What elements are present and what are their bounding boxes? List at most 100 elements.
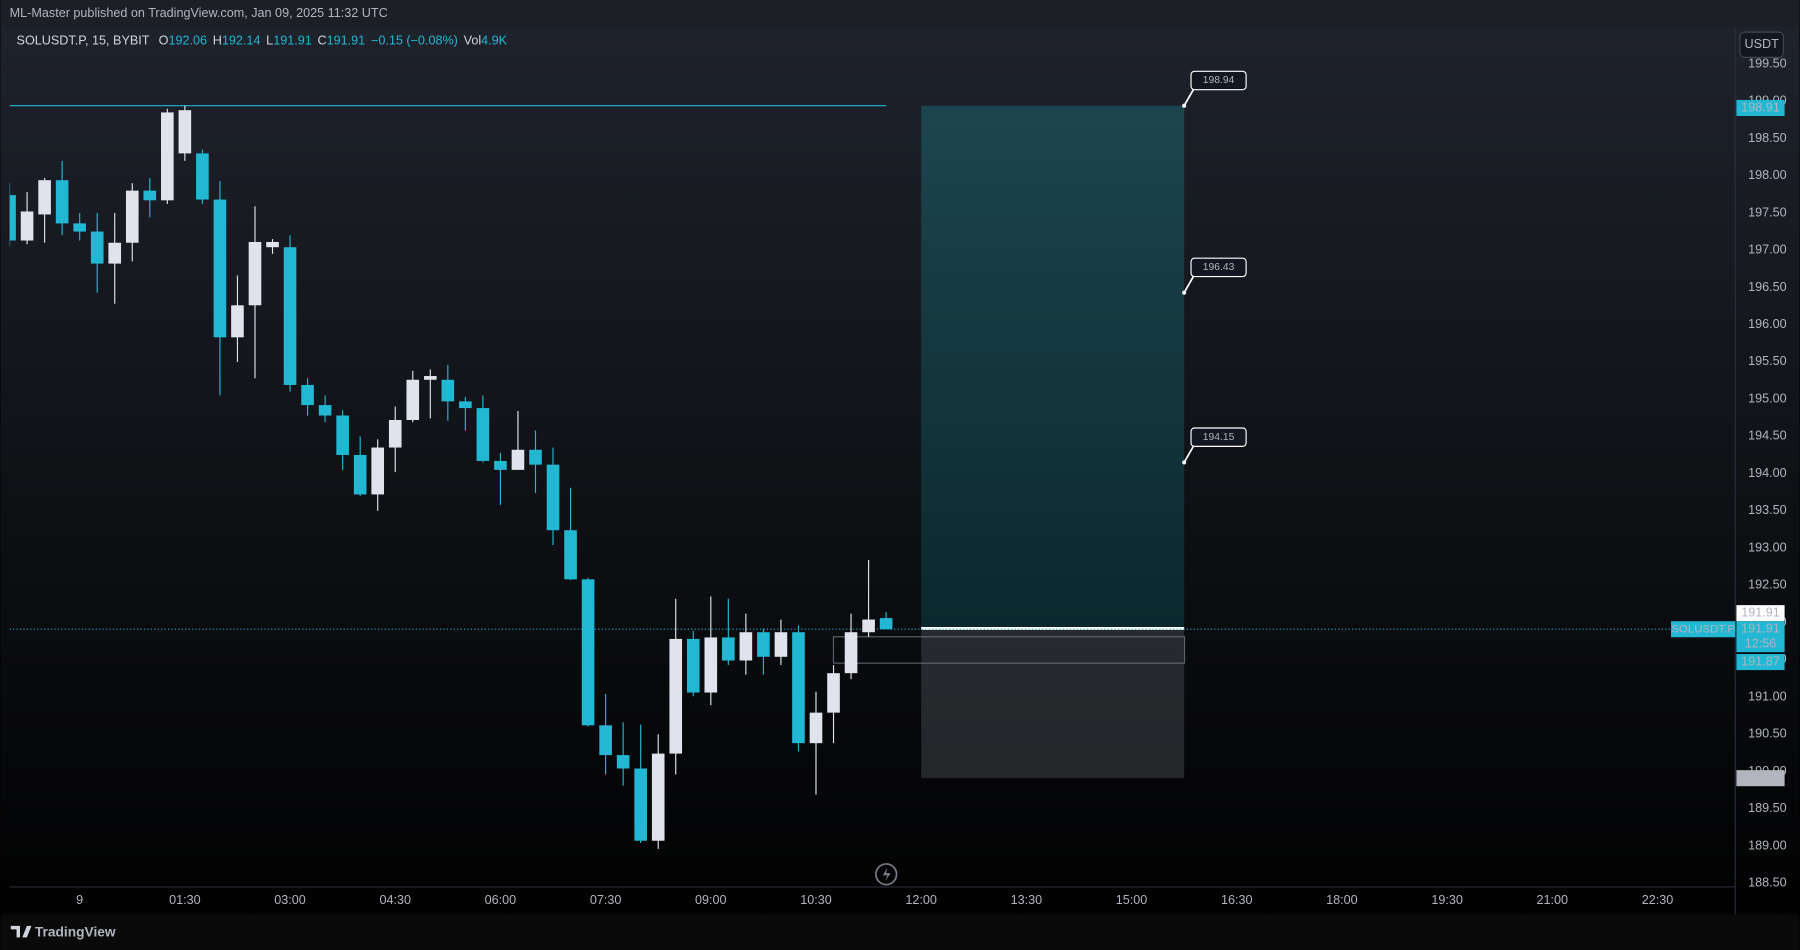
y-tick-label: 197.00 — [1748, 243, 1787, 257]
candle-body — [248, 242, 262, 306]
candle-body — [423, 376, 437, 380]
y-tick-label: 190.50 — [1748, 727, 1787, 741]
x-tick-label: 22:30 — [1642, 893, 1674, 907]
y-tick-label: 198.50 — [1748, 131, 1787, 145]
candle-body — [686, 638, 700, 693]
candle-body — [20, 211, 34, 241]
candle-body — [388, 419, 402, 448]
candle-body — [844, 632, 858, 674]
price-label-bg — [1736, 654, 1785, 671]
last-price-bg — [1736, 621, 1785, 653]
legend-high-value: 192.14 — [222, 34, 261, 48]
candle-body — [143, 190, 157, 201]
y-tick-label: 189.00 — [1748, 838, 1787, 852]
candle-body — [494, 460, 507, 470]
brand-name: TradingView — [35, 924, 116, 939]
y-tick-label: 194.00 — [1748, 466, 1787, 480]
candle-body — [616, 755, 630, 769]
candle-body — [792, 632, 805, 744]
overlay: 188.50189.00189.50190.00190.50191.00191.… — [76, 56, 1787, 907]
candle-body — [722, 637, 735, 661]
target-pointer — [1183, 276, 1195, 294]
candle-body — [634, 768, 647, 841]
countdown-label: 12:56 — [1745, 636, 1777, 650]
y-tick-label: 195.50 — [1748, 354, 1787, 368]
candle-body — [459, 401, 472, 409]
price-label-bg — [1736, 770, 1785, 787]
symbol-badge: SOLUSDT.P — [1671, 623, 1735, 635]
x-tick-label: 16:30 — [1221, 893, 1253, 907]
symbol-badge-bg — [1671, 621, 1736, 638]
x-tick-label: 19:30 — [1431, 893, 1463, 907]
y-tick-label: 188.50 — [1748, 876, 1787, 890]
candle-body — [809, 712, 823, 744]
target-callout — [1190, 427, 1247, 447]
footer-bar — [0, 914, 1800, 950]
x-tick-label: 12:00 — [905, 893, 937, 907]
candle-body — [73, 223, 86, 232]
y-tick-label: 193.50 — [1748, 503, 1787, 517]
stop-loss-zone — [921, 628, 1185, 779]
alert-icon[interactable] — [875, 863, 898, 886]
candle-body — [9, 195, 16, 241]
candle-body — [406, 379, 420, 420]
legend-low-label: L — [266, 34, 273, 48]
candle-body — [704, 637, 718, 693]
target-point — [1182, 460, 1187, 465]
candle-body — [161, 112, 174, 201]
candle-body — [739, 632, 753, 661]
legend-low-value: 191.91 — [273, 34, 312, 48]
candle-body — [599, 725, 612, 756]
target-callout-label: 198.94 — [1203, 75, 1235, 86]
candle-body — [862, 619, 875, 633]
header-title: ML-Master published on TradingView.com, … — [10, 6, 388, 20]
legend-volume-label: Vol — [464, 34, 482, 48]
x-tick-label: 09:00 — [695, 893, 727, 907]
candle-body — [353, 454, 367, 495]
candle-body — [827, 673, 840, 713]
legend-high-label: H — [213, 34, 222, 48]
price-label: 198.91 — [1741, 100, 1780, 114]
candle-body — [38, 180, 51, 215]
candle-body — [371, 447, 385, 495]
candle-body — [125, 190, 139, 243]
candle-body — [546, 464, 560, 531]
target-callout-label: 194.15 — [1203, 432, 1235, 443]
x-tick-label: 01:30 — [169, 893, 201, 907]
x-tick-label: 07:30 — [590, 893, 622, 907]
x-tick-label: 03:00 — [274, 893, 306, 907]
candle-body — [511, 449, 525, 470]
x-tick-label: 9 — [76, 893, 83, 907]
currency-button[interactable] — [1739, 31, 1785, 58]
candle-body — [441, 379, 455, 402]
x-tick-label: 04:30 — [379, 893, 411, 907]
legend-close-label: C — [318, 34, 327, 48]
target-point — [1182, 103, 1187, 108]
candle-body — [231, 305, 244, 338]
plot-area — [9, 105, 1736, 849]
price-label-bg — [1736, 99, 1785, 116]
candle-body — [178, 110, 192, 154]
target-callout-label: 196.43 — [1203, 262, 1235, 273]
y-tick-label: 193.00 — [1748, 540, 1787, 554]
price-label: 189.91 — [1741, 771, 1780, 785]
candle-body — [757, 632, 770, 657]
selection-box — [832, 636, 1186, 664]
y-tick-label: 198.00 — [1748, 168, 1787, 182]
candle-body — [581, 579, 595, 726]
candle-body — [90, 231, 104, 264]
currency-label[interactable]: USDT — [1744, 37, 1779, 51]
price-label: 191.91 — [1741, 606, 1780, 620]
candle-body — [529, 449, 542, 465]
y-tick-label: 195.00 — [1748, 391, 1787, 405]
legend: SOLUSDT.P, 15, BYBIT O192.06 H192.14 L191.9… — [17, 34, 508, 48]
y-tick-label: 197.50 — [1748, 205, 1787, 219]
candle-body — [336, 415, 349, 455]
candle-body — [283, 247, 297, 385]
target-callout — [1190, 257, 1247, 278]
header-bar — [0, 0, 1800, 28]
y-tick-label: 196.00 — [1748, 317, 1787, 331]
